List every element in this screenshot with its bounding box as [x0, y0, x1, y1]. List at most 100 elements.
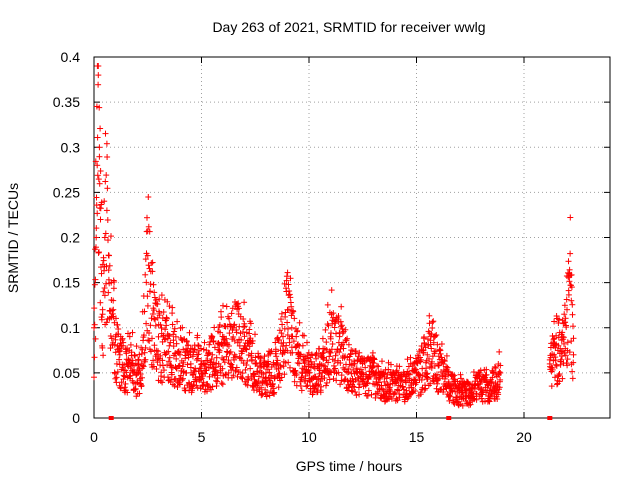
data-point [239, 370, 246, 377]
data-point [307, 364, 314, 371]
data-point [193, 378, 200, 385]
data-point [116, 351, 123, 358]
data-point [274, 357, 281, 364]
y-tick-label: 0.05 [53, 365, 80, 381]
data-point [561, 340, 567, 347]
data-point [548, 383, 555, 390]
data-point [114, 368, 121, 375]
data-point [104, 217, 111, 223]
data-point [369, 349, 376, 356]
data-point [168, 376, 174, 383]
data-point [562, 352, 569, 359]
data-point [284, 306, 291, 313]
data-point [299, 342, 306, 349]
data-point [349, 360, 355, 367]
data-point [269, 380, 276, 387]
data-point [299, 370, 306, 377]
data-point [204, 388, 210, 395]
data-point [374, 390, 381, 397]
data-point [179, 324, 186, 331]
data-point [441, 358, 448, 365]
data-point [305, 358, 312, 364]
data-point [249, 357, 255, 364]
data-point [255, 378, 262, 384]
data-point [368, 391, 375, 398]
data-point [264, 366, 271, 373]
data-point [549, 366, 556, 373]
data-point [231, 356, 238, 363]
tick-labels: 0 5 10 15 20 0 0.05 0.1 0.15 0.2 0.25 0.3 0.35 0.4 [53, 49, 532, 445]
data-point [166, 333, 173, 340]
data-point [101, 285, 108, 291]
data-point [214, 375, 221, 381]
data-point [189, 385, 196, 392]
data-point [103, 319, 110, 326]
data-point [288, 324, 295, 331]
data-point [284, 269, 291, 276]
data-point [383, 375, 390, 382]
data-point [92, 335, 99, 342]
data-point [278, 374, 285, 381]
data-point [309, 389, 316, 396]
data-point [158, 325, 165, 331]
data-point [171, 328, 178, 335]
data-point [435, 360, 441, 367]
data-point [184, 361, 191, 368]
data-point [93, 244, 99, 251]
data-point [114, 342, 121, 349]
data-point [160, 309, 167, 315]
data-point [150, 357, 157, 364]
y-tick-label: 0.3 [61, 139, 81, 155]
data-point [325, 359, 332, 366]
data-point [345, 341, 352, 348]
data-point [402, 378, 409, 385]
data-point [103, 140, 110, 147]
data-point [177, 351, 183, 358]
data-point [226, 315, 233, 322]
data-point [122, 380, 129, 387]
data-point [146, 228, 153, 235]
data-point [497, 376, 504, 383]
data-point [143, 320, 150, 327]
data-point [143, 279, 150, 286]
data-point [359, 369, 366, 376]
data-point [564, 306, 570, 313]
data-point [336, 349, 343, 356]
data-point [407, 354, 414, 361]
data-point [276, 370, 283, 377]
data-point [168, 371, 175, 378]
data-point [209, 333, 216, 340]
data-point [126, 333, 133, 340]
data-point [429, 325, 436, 331]
data-point [418, 376, 425, 383]
data-point [413, 379, 420, 386]
data-point [566, 278, 573, 285]
data-point [171, 325, 178, 332]
data-point [491, 363, 498, 370]
data-point [437, 350, 444, 357]
data-point [428, 364, 435, 371]
data-point [113, 374, 120, 381]
data-point [160, 332, 167, 339]
data-point [267, 349, 274, 355]
data-point [237, 369, 243, 375]
data-point [321, 375, 328, 381]
data-point [257, 354, 264, 361]
data-point [374, 362, 380, 369]
data-point [96, 104, 103, 111]
data-point [135, 356, 142, 363]
data-point [477, 367, 484, 374]
data-point [344, 335, 351, 342]
data-point [148, 348, 154, 355]
data-point [332, 352, 339, 359]
data-point [102, 178, 109, 185]
data-point [292, 368, 299, 374]
data-point [559, 333, 566, 340]
data-point [96, 180, 103, 187]
data-point [106, 262, 113, 269]
data-point [254, 382, 261, 389]
data-point [423, 365, 430, 372]
data-point [100, 257, 107, 264]
data-point [249, 384, 256, 390]
